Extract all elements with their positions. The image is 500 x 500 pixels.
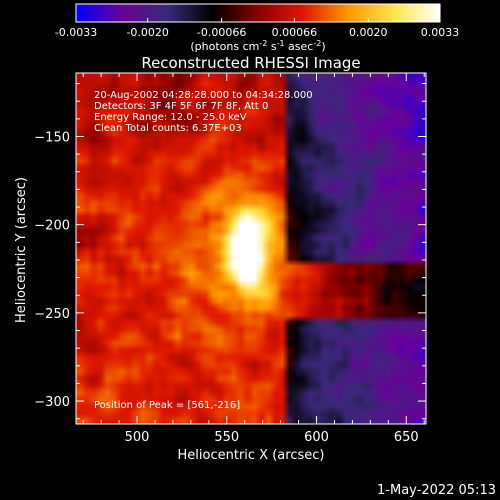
colorbar-tick-label: 0.0033: [421, 26, 460, 39]
colorbar-tick-label: -0.0033: [55, 26, 97, 39]
y-tick-label: −250: [34, 307, 70, 322]
footer-timestamp: 1-May-2022 05:13: [377, 483, 496, 498]
x-tick-label: 500: [125, 430, 150, 445]
y-tick-label: −200: [34, 219, 70, 234]
y-axis-label: Heliocentric Y (arcsec): [14, 177, 29, 323]
peak-position-label: Position of Peak = [561,-216]: [94, 400, 240, 411]
axis-ticks: 500 550 600 650 −150 −200 −250 −300: [34, 73, 426, 445]
colorbar-ticks: -0.0033 -0.0020 -0.00066 0.00066 0.0020 0.003…: [55, 18, 459, 39]
x-tick-label: 550: [214, 430, 239, 445]
colorbar-tick-label: 0.00066: [272, 26, 318, 39]
heatmap-image: [76, 73, 426, 424]
plot-frame: [75, 72, 427, 425]
y-tick-label: −300: [34, 395, 70, 410]
colorbar-tick-label: -0.00066: [197, 26, 246, 39]
chart-title: Reconstructed RHESSI Image: [141, 54, 360, 72]
colorbar-tick-label: -0.0020: [126, 26, 168, 39]
annotation-energy: Energy Range: 12.0 - 25.0 keV: [94, 112, 247, 123]
y-tick-label: −150: [34, 130, 70, 145]
x-tick-label: 650: [394, 430, 419, 445]
heatmap-raster: [76, 73, 426, 424]
colorbar-tick-label: 0.0020: [349, 26, 388, 39]
colorbar: [75, 3, 441, 23]
x-axis-label: Heliocentric X (arcsec): [178, 448, 325, 463]
annotation-time-range: 20-Aug-2002 04:28:28.000 to 04:34:28.000: [94, 90, 313, 101]
x-tick-label: 600: [304, 430, 329, 445]
annotations: 20-Aug-2002 04:28:28.000 to 04:34:28.000…: [94, 90, 313, 411]
annotation-clean: Clean Total counts: 6.37E+03: [94, 123, 242, 134]
colorbar-unit-label: (photons cm-2 s-1 asec-2): [190, 39, 325, 53]
annotation-detectors: Detectors: 3F 4F 5F 6F 7F 8F, Att 0: [94, 101, 268, 112]
